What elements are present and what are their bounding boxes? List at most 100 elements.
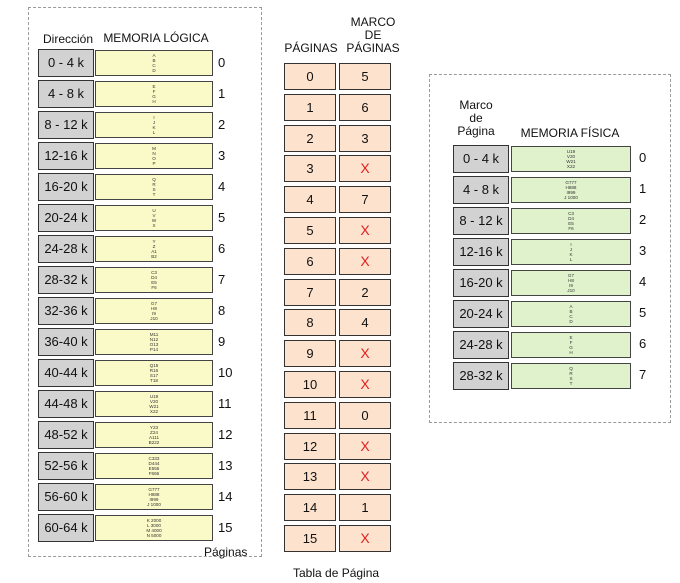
logical-address-cell: 56-60 k [38, 483, 94, 511]
memory-cell-item: K 2000 [146, 517, 162, 523]
memory-cell-item: I [570, 241, 572, 247]
physical-frame-number: 5 [639, 305, 647, 320]
physical-memory-cell: G777 H888 I999 J 1000 [511, 177, 631, 203]
physical-memory-cell: C3 D4 E5 F6 [511, 208, 631, 234]
logical-memory-cell: C3 D4 E5 F6 [95, 267, 213, 293]
page-table-frame-cell: 6 [339, 93, 391, 121]
memory-cell-item: C333 [148, 455, 160, 461]
logical-page-number: 0 [218, 55, 226, 70]
memory-cell-item: I9 [569, 283, 573, 288]
page-table-page-cell: 12 [284, 432, 336, 460]
page-table-page-cell: 8 [284, 309, 336, 337]
memory-cell-item: I9 [152, 311, 156, 316]
memory-cell-item: C [569, 314, 573, 319]
logical-page-number: 11 [218, 396, 232, 411]
memory-cell-item: H888 [565, 184, 577, 190]
logical-memory-panel [28, 7, 262, 557]
page-table-page-cell: 5 [284, 217, 336, 244]
physical-memory-cell: U19 V20 W21 X22 [511, 146, 631, 172]
page-table-page-cell: 2 [284, 124, 336, 152]
logical-address-cell: 40-44 k [38, 359, 94, 387]
memory-cell-item: T [152, 192, 156, 198]
logical-page-number: 1 [218, 86, 226, 101]
memory-cell-item: N12 [149, 336, 159, 342]
memory-cell-item: I [153, 114, 155, 120]
logical-address-cell: 44-48 k [38, 390, 94, 418]
memory-cell-item: X22 [566, 164, 576, 170]
memory-cell-item: C3 [151, 269, 157, 275]
memory-cell-item: A111 [148, 435, 160, 440]
memory-cell-item: R [152, 181, 156, 187]
memory-cell-item: V20 [566, 153, 576, 159]
physical-memory-cell: G7 H8 I9 J10 [511, 270, 631, 296]
logical-address-cell: 28-32 k [38, 266, 94, 294]
physical-frame-number: 4 [639, 274, 647, 289]
physical-address-cell: 0 - 4 k [453, 145, 509, 173]
memory-cell-item: U19 [566, 148, 576, 154]
physical-frame-number: 6 [639, 336, 647, 351]
logical-page-number: 3 [218, 148, 226, 163]
memory-cell-item: S [569, 376, 573, 381]
memory-cell-item: O13 [149, 342, 159, 347]
memory-cell-item: E [569, 334, 573, 340]
physical-address-cell: 24-28 k [453, 331, 509, 359]
memory-cell-item: F [152, 88, 156, 94]
memory-cell-item: M 4000 [146, 528, 162, 533]
physical-memory-header: MEMORIA FÍSICA [520, 126, 620, 140]
memory-cell-item: H [569, 350, 573, 356]
page-table-frame-header-text: MARCO DE PÁGINAS [346, 15, 400, 55]
memory-cell-item: G777 [565, 179, 577, 185]
logical-memory-cell: G7 H8 I9 J10 [95, 298, 213, 324]
page-table-frame-cell: 0 [339, 401, 391, 429]
memory-cell-item: W21 [566, 159, 576, 164]
memory-cell-item: V [152, 212, 156, 218]
page-table-page-cell: 7 [284, 278, 336, 306]
memory-cell-item: A [152, 52, 156, 58]
logical-memory-cell: Q15 R16 S17 T18 [95, 360, 213, 386]
memory-cell-item: B [152, 57, 156, 63]
physical-frame-number: 7 [639, 367, 647, 382]
page-table-frame-cell: 4 [339, 309, 391, 337]
logical-memory-cell: K 2000 L 3000 M 4000 N 5000 [95, 515, 213, 541]
memory-cell-item: L [569, 257, 573, 263]
logical-page-number: 8 [218, 303, 226, 318]
memory-cell-item: T [569, 381, 573, 387]
memory-cell-item: O [152, 156, 156, 161]
memory-cell-item: G777 [148, 486, 160, 492]
memory-cell-item: X22 [149, 409, 159, 415]
memory-cell-item: A [569, 303, 573, 309]
logical-memory-cell: Y Z A1 B2 [95, 236, 213, 262]
logical-page-number: 6 [218, 241, 226, 256]
logical-address-cell: 52-56 k [38, 452, 94, 480]
memory-cell-item: E555 [148, 466, 160, 471]
logical-page-number: 7 [218, 272, 226, 287]
memory-cell-item: G7 [150, 300, 158, 306]
page-table-invalid-cell: X [339, 247, 391, 275]
logical-page-number: 9 [218, 334, 226, 349]
logical-page-number: 13 [218, 458, 233, 473]
memory-cell-item: J10 [567, 288, 575, 294]
memory-cell-item: G [152, 94, 156, 99]
page-table-invalid-cell: X [339, 217, 391, 244]
physical-address-cell: 8 - 12 k [453, 207, 509, 235]
page-table-page-cell: 3 [284, 155, 336, 183]
logical-page-number: 14 [218, 489, 233, 504]
memory-cell-item: J [569, 246, 573, 252]
memory-cell-item: K [152, 125, 156, 130]
memory-cell-item: E5 [568, 221, 574, 226]
memory-cell-item: H8 [151, 305, 157, 311]
memory-cell-item: Y [152, 238, 156, 244]
page-table-invalid-cell: X [339, 463, 391, 491]
logical-address-cell: 12-16 k [38, 142, 94, 170]
memory-cell-item: W [151, 218, 157, 223]
physical-frame-number: 1 [639, 181, 647, 196]
page-table-invalid-cell: X [339, 371, 391, 398]
logical-page-number: 15 [218, 520, 233, 535]
memory-cell-item: E5 [151, 280, 157, 285]
logical-address-cell: 24-28 k [38, 235, 94, 263]
memory-cell-item: C [152, 63, 156, 68]
page-table-page-cell: 14 [284, 494, 336, 522]
